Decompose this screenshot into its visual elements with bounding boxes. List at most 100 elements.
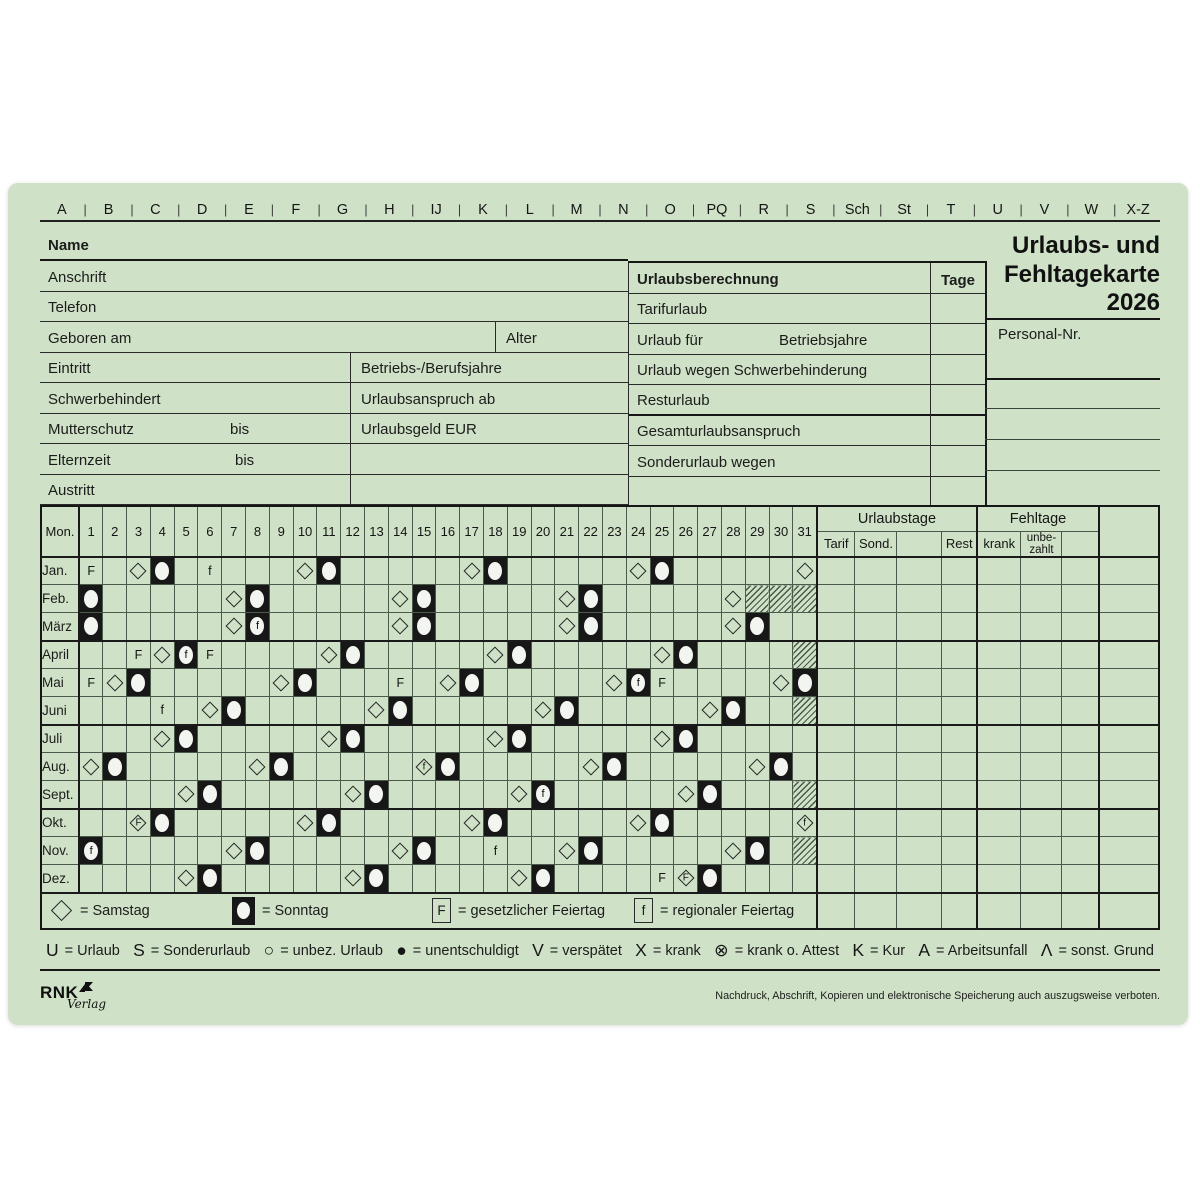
legend-item-text: = gesetzlicher Feiertag (458, 902, 606, 919)
day-cell (221, 668, 247, 698)
fehltage-header: Fehltage (975, 505, 1100, 532)
summary-cell (896, 584, 943, 614)
day-cell (744, 724, 770, 754)
day-cell (602, 808, 627, 838)
day-cell (483, 696, 508, 726)
day-number-header: 11 (316, 505, 342, 558)
code-legend-item: ○ = unbez. Urlaub (264, 942, 383, 960)
index-tab-W: W (1084, 202, 1099, 218)
day-cell (625, 584, 651, 614)
day-cell-sat (78, 752, 104, 782)
day-number-header: 8 (245, 505, 270, 558)
day-cell-sat (364, 696, 389, 726)
day-cell-sun (411, 584, 437, 614)
code-symbol: V (532, 940, 544, 961)
day-cell-sat (292, 808, 318, 838)
urlaubsberechnung-row: Resturlaub (629, 385, 985, 416)
day-number-header: 23 (602, 505, 627, 558)
tage-header: Tage (941, 271, 975, 289)
day-cell (411, 724, 437, 754)
sunday-circle-icon (583, 589, 598, 608)
day-cell-sat (792, 556, 818, 586)
sunday-circle-icon (274, 757, 289, 776)
sunday-circle-icon (250, 617, 265, 636)
day-cell-sat (721, 836, 746, 866)
day-number-header: 27 (697, 505, 723, 558)
day-cell-sat (625, 556, 651, 586)
day-cell-sat (340, 864, 366, 894)
day-cell (173, 612, 199, 642)
summary-cell (941, 808, 978, 838)
day-number-header: 18 (483, 505, 508, 558)
urlaubsberechnung-header-row: Urlaubsberechnung (629, 263, 985, 294)
right-block-line (985, 378, 1160, 380)
day-cell (78, 724, 104, 754)
tab-separator: | (317, 203, 321, 217)
day-cell-sat (387, 584, 413, 614)
day-cell-sun (744, 612, 770, 642)
day-cell (173, 696, 199, 726)
day-cell-sat (483, 724, 508, 754)
day-cell (483, 864, 508, 894)
day-cell (673, 752, 699, 782)
summary-cell (941, 668, 978, 698)
day-cell-sun (411, 612, 437, 642)
day-cell-F: F (197, 640, 223, 670)
form-row-telefon: Telefon (40, 292, 628, 322)
saturday-diamond-icon (248, 758, 266, 776)
form-row-geboren-am: Geboren am Alter (40, 322, 628, 353)
day-cell-sat (602, 668, 627, 698)
day-cell (102, 556, 128, 586)
code-text: = Arbeitsunfall (936, 943, 1028, 959)
urlaubsberechnung-box: Urlaubsberechnung Tarifurlaub Urlaub für B… (628, 261, 985, 507)
summary-cell (1098, 696, 1160, 726)
day-cell (245, 668, 270, 698)
day-cell (149, 780, 175, 810)
month-column-header: Mon. (40, 505, 80, 558)
day-cell (554, 864, 580, 894)
card-title: Urlaubs- und Fehltagekarte 2026 (965, 232, 1160, 318)
sunday-circle-icon (202, 869, 217, 888)
day-cell (292, 584, 318, 614)
day-cell (268, 584, 294, 614)
day-cell (364, 808, 389, 838)
summary-cell (1098, 724, 1160, 754)
day-cell (173, 584, 199, 614)
day-cell (506, 752, 532, 782)
day-cell (364, 584, 389, 614)
saturday-diamond-icon (106, 674, 124, 692)
day-number-header: 29 (744, 505, 770, 558)
day-cell (483, 780, 508, 810)
summary-cell (941, 752, 978, 782)
day-cell-sat_F: F (673, 864, 699, 894)
day-cell-sun (292, 668, 318, 698)
summary-cell (1098, 808, 1160, 838)
urlaubsberechnung-row-label: Resturlaub (637, 391, 710, 409)
index-tab-St: St (897, 202, 911, 218)
day-cell-sun (102, 752, 128, 782)
day-cell-sun (673, 640, 699, 670)
day-cell (126, 584, 151, 614)
day-cell (649, 752, 675, 782)
tab-separator: | (130, 203, 134, 217)
day-cell (483, 752, 508, 782)
day-cell-sat (506, 864, 532, 894)
day-cell-sun (768, 752, 794, 782)
index-tab-R: R (758, 202, 769, 218)
day-cell (149, 752, 175, 782)
sunday-circle-icon (84, 589, 99, 608)
summary-cell (975, 668, 1022, 698)
saturday-diamond-icon (320, 730, 338, 748)
day-cell (673, 836, 699, 866)
sunday-circle-icon (726, 701, 741, 720)
day-cell-F: F (649, 668, 675, 698)
summary-cell (854, 836, 898, 866)
day-cell (149, 864, 175, 894)
summary-subheader-Tarif: Tarif (815, 530, 856, 558)
form-sublabel: Betriebs-/Berufsjahre (361, 360, 502, 377)
day-cell-sat (387, 836, 413, 866)
day-cell (530, 612, 556, 642)
day-cell (364, 668, 389, 698)
sunday-circle-icon (488, 813, 503, 832)
day-number-header: 7 (221, 505, 247, 558)
